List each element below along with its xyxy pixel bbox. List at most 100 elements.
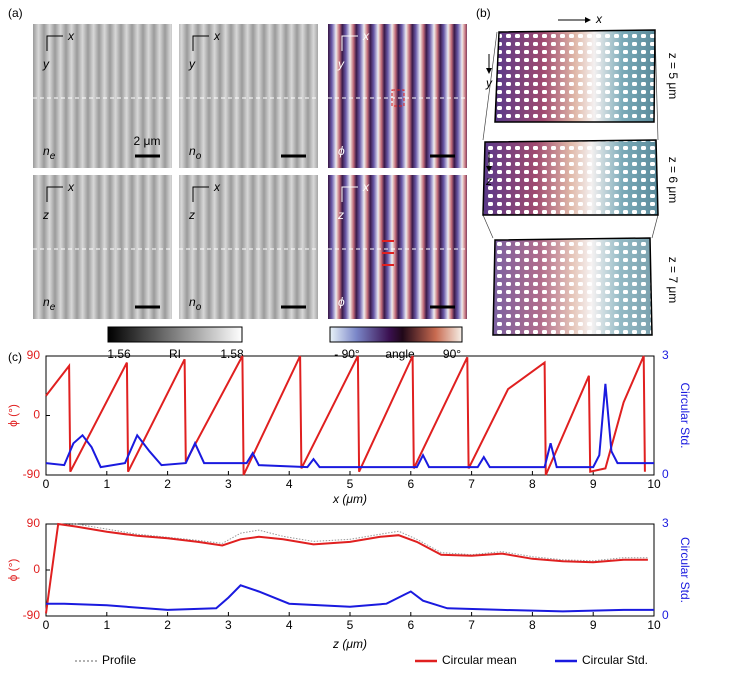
director-layers: [482, 17, 659, 336]
image-label: no: [189, 295, 202, 312]
x-tick-label: 10: [647, 477, 661, 491]
colorbar-max: 1.58: [220, 347, 244, 361]
colorbar-max: 90°: [443, 347, 461, 361]
y-tick-label: -90: [23, 467, 41, 481]
colorbar-min: 1.56: [107, 347, 131, 361]
x-tick-label: 1: [103, 477, 110, 491]
y-tick-label: 90: [27, 516, 41, 530]
image-tile: [179, 175, 318, 319]
x-tick-label: 8: [529, 618, 536, 632]
axis-label: x: [595, 12, 603, 26]
y2-axis-label: Circular Std.: [678, 537, 692, 603]
axis-label: y: [337, 57, 345, 71]
x-axis-label: x (μm): [332, 492, 367, 506]
plot-frame: [45, 523, 655, 617]
image-tile: [179, 24, 318, 168]
x-tick-label: 3: [225, 618, 232, 632]
roi: [391, 89, 405, 107]
image-tile: [328, 24, 467, 168]
x-tick-label: 5: [347, 618, 354, 632]
scale-label: 2 μm: [134, 134, 161, 148]
axis-label: z: [188, 208, 195, 222]
image-tile: [33, 24, 172, 168]
label-base: ϕ: [338, 295, 345, 309]
axis-label: x: [362, 180, 370, 194]
series-line: [45, 522, 648, 614]
image-label: ne: [43, 295, 56, 312]
axis-label: x: [67, 180, 75, 194]
image-label: ne: [43, 144, 56, 161]
axis-label: x: [67, 29, 75, 43]
x-tick-label: 9: [590, 618, 597, 632]
colorbar-label: RI: [169, 347, 181, 361]
x-tick-label: 0: [43, 477, 50, 491]
label-sub: e: [50, 302, 56, 313]
label-base: n: [43, 295, 50, 309]
series-line: [58, 523, 648, 562]
legend-label: Circular mean: [442, 653, 517, 667]
image-label: ϕ: [338, 295, 345, 309]
y2-tick-label: 3: [662, 516, 669, 530]
axis-corner: [192, 186, 209, 202]
colorbar: [329, 326, 463, 343]
axis-label: z: [337, 208, 344, 222]
label-base: n: [43, 144, 50, 158]
layer-label: z = 5 μm: [666, 53, 680, 100]
axis-label: z: [42, 208, 49, 222]
colorbar-label: angle: [385, 347, 415, 361]
x-tick-label: 1: [103, 618, 110, 632]
axis-corner: [46, 186, 63, 202]
axis-label: y: [42, 57, 50, 71]
label-sub: o: [196, 302, 202, 313]
label-sub: e: [50, 151, 56, 162]
series-line: [46, 584, 654, 613]
axis-label: x: [362, 29, 370, 43]
axis-label: x: [213, 180, 221, 194]
axis-corner: [341, 35, 358, 51]
axis-label: x: [213, 29, 221, 43]
axis-label: z: [485, 174, 492, 188]
panel-label: (b): [476, 6, 491, 20]
x-tick-label: 4: [286, 477, 293, 491]
axis-label: y: [188, 57, 196, 71]
label-sub: o: [196, 151, 202, 162]
layer-label: z = 6 μm: [666, 157, 680, 204]
image-label: ϕ: [338, 144, 345, 158]
x-tick-label: 10: [647, 618, 661, 632]
label-base: ϕ: [338, 144, 345, 158]
image-tile: [328, 175, 467, 319]
x-axis-label: z (μm): [332, 637, 367, 651]
axis-corner: [46, 35, 63, 51]
y-tick-label: 0: [33, 562, 40, 576]
axis-corner: [192, 35, 209, 51]
x-tick-label: 6: [407, 618, 414, 632]
label-base: n: [189, 295, 196, 309]
y2-axis-label: Circular Std.: [678, 382, 692, 448]
series-line: [45, 355, 646, 476]
y-tick-label: 90: [27, 348, 41, 362]
image-tile: [33, 175, 172, 319]
plot-frame: [45, 355, 655, 476]
x-tick-label: 8: [529, 477, 536, 491]
x-tick-label: 5: [347, 477, 354, 491]
legend-label: Circular Std.: [582, 653, 648, 667]
label-base: n: [189, 144, 196, 158]
y2-tick-label: 0: [662, 467, 669, 481]
x-tick-label: 2: [164, 477, 171, 491]
y-axis-label: ϕ (°): [6, 559, 20, 582]
y-tick-label: 0: [33, 408, 40, 422]
layer-label: z = 7 μm: [666, 257, 680, 304]
x-tick-label: 9: [590, 477, 597, 491]
y2-tick-label: 3: [662, 348, 669, 362]
x-tick-label: 4: [286, 618, 293, 632]
panel-label: (c): [8, 350, 22, 364]
colorbar: [107, 326, 243, 343]
x-tick-label: 7: [468, 477, 475, 491]
axis-label: y: [485, 76, 493, 90]
x-tick-label: 7: [468, 618, 475, 632]
x-tick-label: 2: [164, 618, 171, 632]
axis-corner: [341, 186, 358, 202]
panel-label: (a): [8, 6, 23, 20]
x-tick-label: 0: [43, 618, 50, 632]
